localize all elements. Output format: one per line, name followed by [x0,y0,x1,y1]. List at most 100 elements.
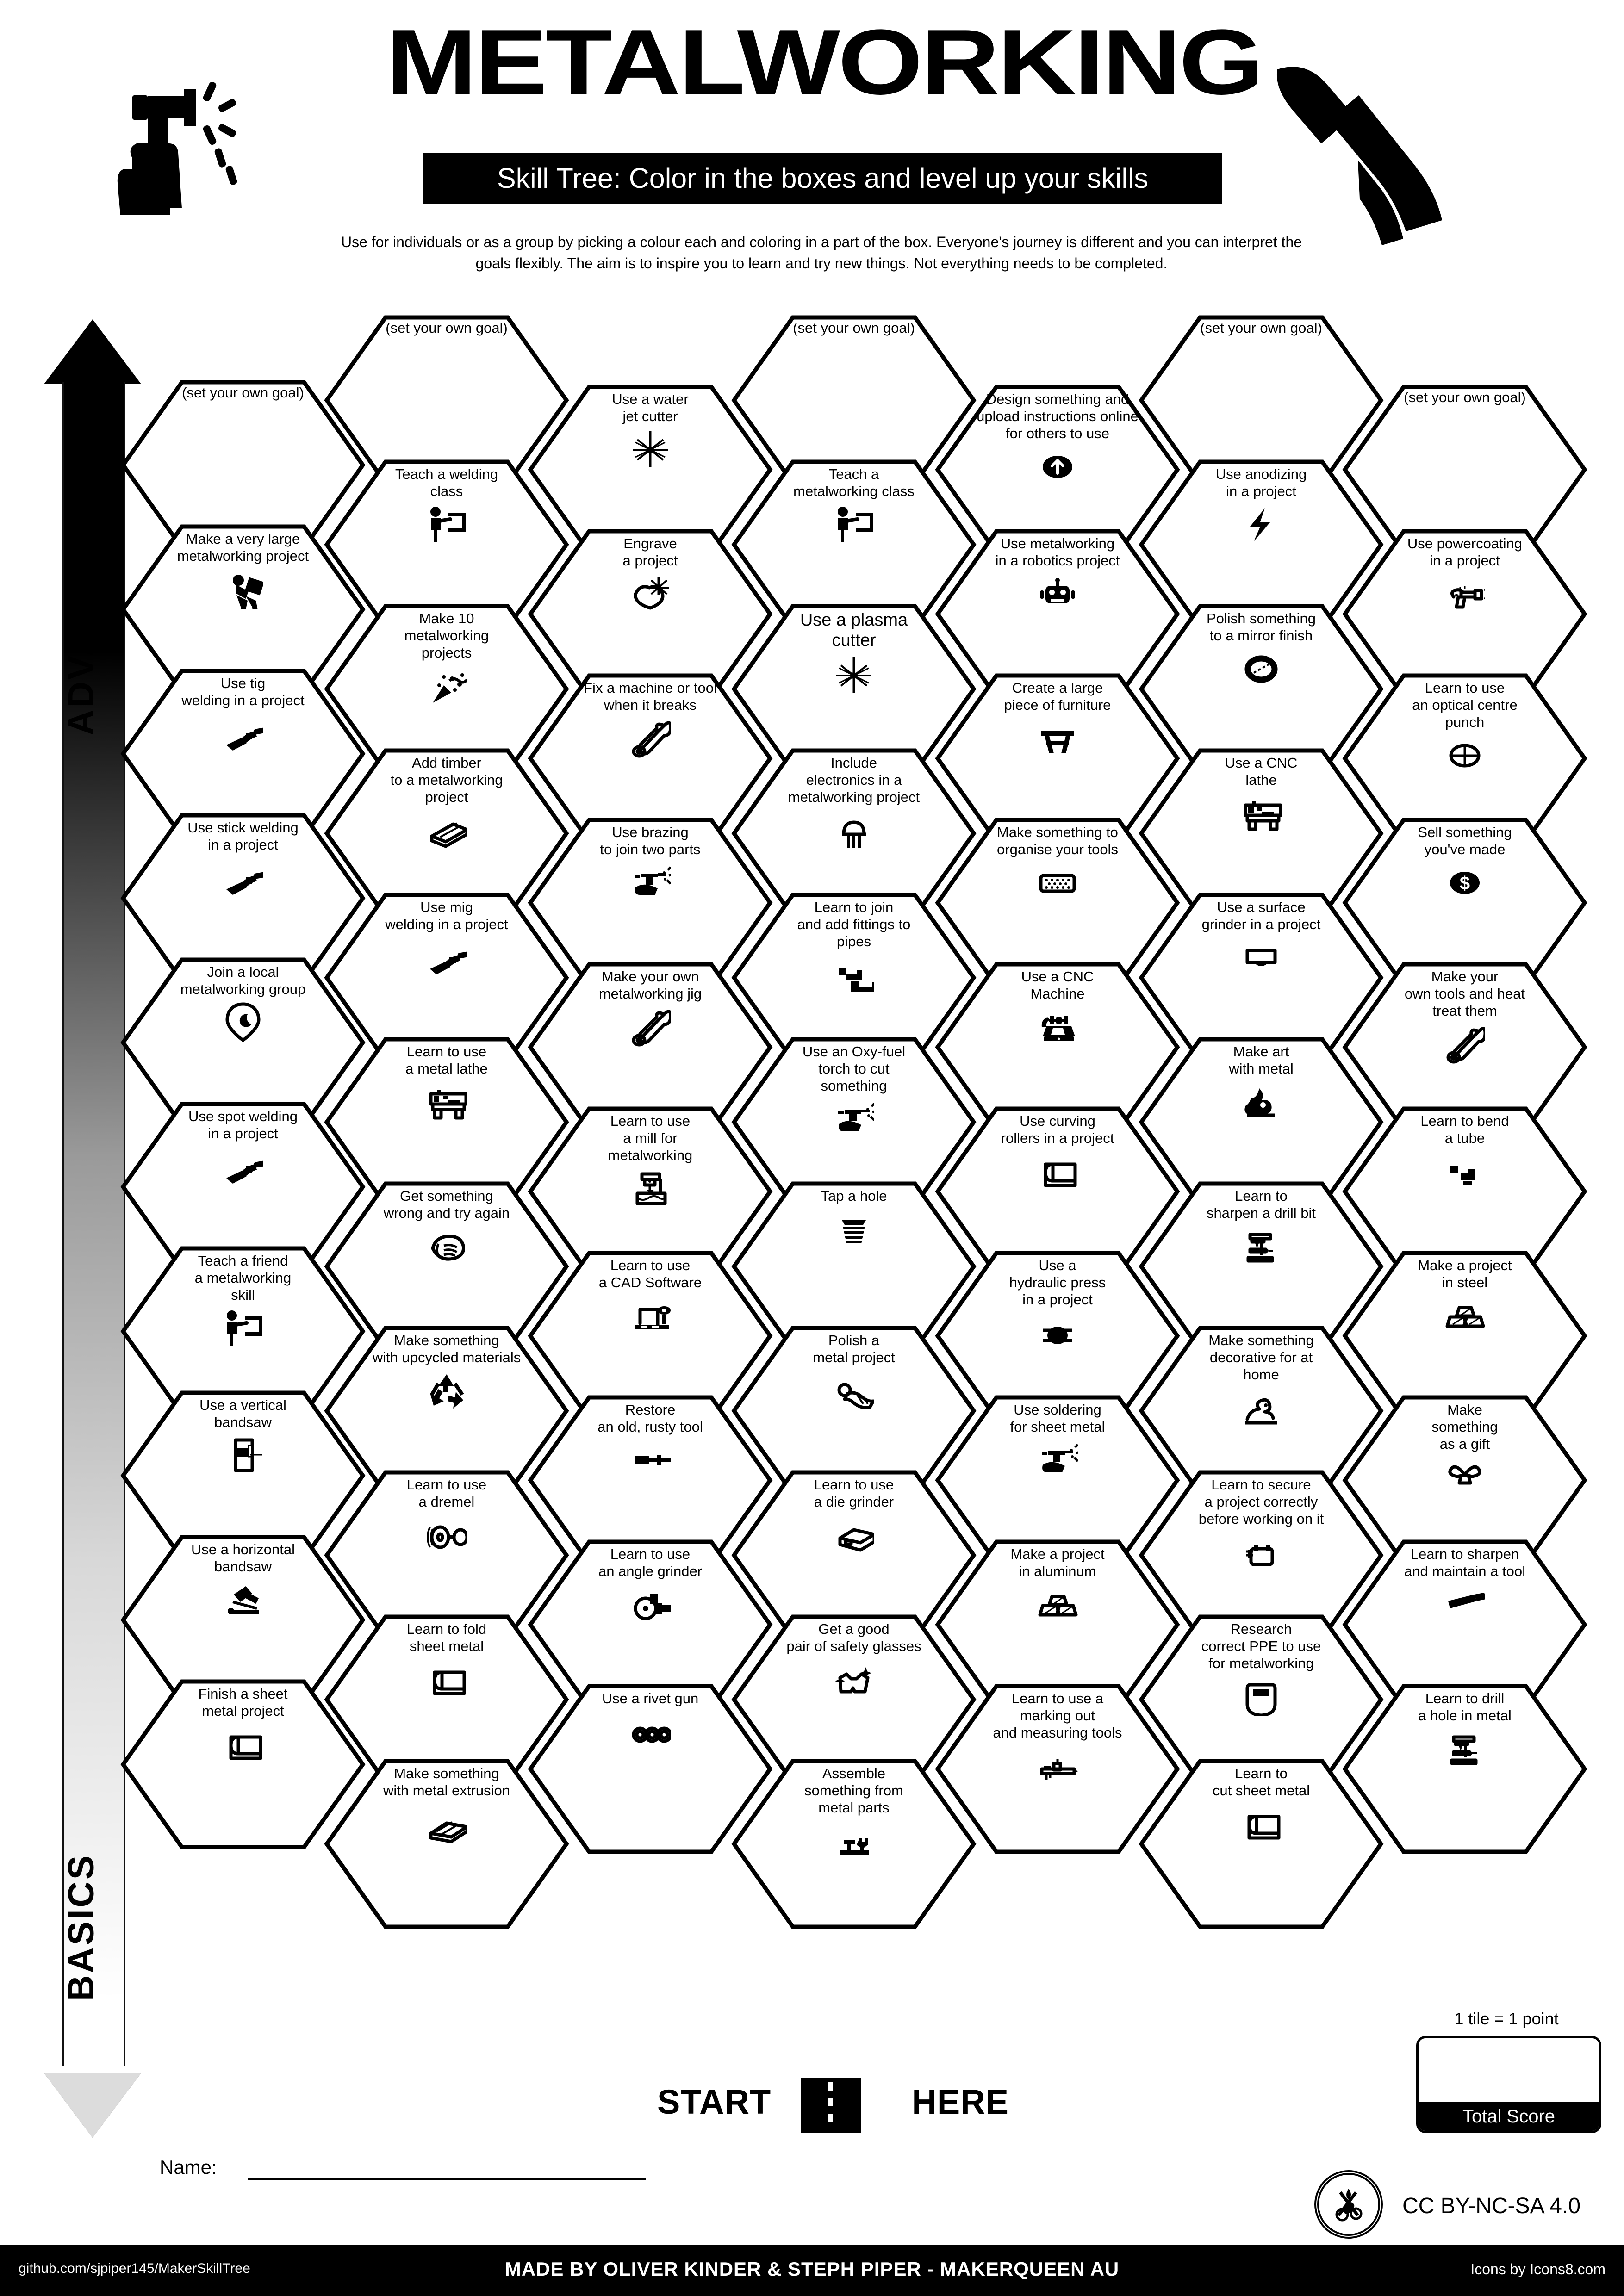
total-score-widget[interactable]: 1 tile = 1 point Total Score [1416,2009,1601,2133]
skill-tile[interactable]: Use a hydraulic press in a project [935,1250,1180,1421]
skill-tile-label: Use an Oxy-fuel torch to cut something [802,1043,906,1094]
skill-tile[interactable]: Use tig welding in a project [120,668,366,839]
skill-tile[interactable]: Use soldering for sheet metal [935,1395,1180,1566]
spray-gun-icon [1444,573,1490,614]
screwdriver-wrench-icon [1444,1023,1487,1064]
skill-tile[interactable]: Learn to secure a project correctly befo… [1139,1470,1384,1641]
skill-tile[interactable]: Finish a sheet metal project [120,1679,366,1850]
skill-tile[interactable]: Use stick welding in a project [120,813,366,984]
skill-tile[interactable]: Use a rivet gun [528,1683,773,1855]
skill-tile-label: Use a vertical bandsaw [199,1397,286,1430]
skill-tile-label: (set your own goal) [182,385,304,401]
skill-tile[interactable]: Learn to use an optical centre punch [1342,673,1587,844]
skill-tile-label: Learn to use a die grinder [814,1477,894,1510]
drill-press-icon [1241,1225,1282,1266]
spark-burst-icon [834,654,874,695]
skill-tile[interactable]: Use anodizing in a project [1139,459,1384,630]
skill-tile-label: Use tig welding in a project [181,675,305,708]
skill-tile[interactable]: Make your own metalworking jig [528,962,773,1133]
skill-tile[interactable]: Learn to use a marking out and measuring… [935,1683,1180,1855]
skill-tile[interactable]: Use a vertical bandsaw [120,1390,366,1561]
skill-tile[interactable]: Learn to use a dremel [324,1470,569,1641]
skill-tile[interactable]: Make a project in steel [1342,1250,1587,1421]
start-word: START [657,2083,772,2121]
skill-tile[interactable]: Make something as a gift [1342,1395,1587,1566]
skill-tile[interactable]: Assemble something from metal parts [731,1758,977,1930]
skill-tile-label: Learn to sharpen a drill bit [1206,1188,1316,1221]
skill-tile[interactable]: Get something wrong and try again [324,1181,569,1352]
skill-tile[interactable]: Use spot welding in a project [120,1101,366,1272]
polish-cloth-icon [834,1370,875,1410]
maker-tools-badge-icon [1314,2170,1383,2239]
extrusion-profile-icon [426,1803,469,1843]
score-box[interactable]: Total Score [1416,2036,1601,2133]
die-block-icon [834,1514,876,1555]
skill-tile[interactable]: Polish something to a mirror finish [1139,603,1384,775]
safety-glasses-icon [834,1658,874,1699]
skill-tile[interactable]: Use curving rollers in a project [935,1106,1180,1277]
skill-tile[interactable]: (set your own goal) [731,315,977,486]
skill-tile[interactable]: Use powercoating in a project [1342,528,1587,700]
skill-tile-label: Make something decorative for at home [1208,1332,1314,1383]
skill-tile-label: Make your own tools and heat treat them [1404,968,1525,1019]
skill-tile[interactable]: Learn to sharpen and maintain a tool [1342,1539,1587,1710]
score-note: 1 tile = 1 point [1454,2009,1559,2028]
skill-tile-label: Make something with upcycled materials [372,1332,521,1365]
skill-tile-label: Use a CNC Machine [1021,968,1094,1002]
skill-tile-label: Use soldering for sheet metal [1010,1402,1105,1435]
skill-tile[interactable]: Get a good pair of safety glasses [731,1614,977,1785]
metal-lathe-icon [1241,792,1282,833]
subtitle-banner: Skill Tree: Color in the boxes and level… [423,153,1222,204]
name-field[interactable]: Name: [160,2156,715,2184]
skill-tile-label: Assemble something from metal parts [804,1765,903,1816]
intro-paragraph: Use for individuals or as a group by pic… [341,234,1302,272]
footer-icons-credit[interactable]: Icons by Icons8.com [1470,2261,1605,2277]
skill-tile[interactable]: Learn to use a CAD Software [528,1250,773,1421]
road-icon [801,2078,861,2133]
skill-tile-label: Design something and upload instructions… [977,391,1139,441]
footer-repo-link[interactable]: github.com/sjpiper145/MakerSkillTree [19,2261,250,2276]
arrow-shaft [62,382,125,2066]
skill-tile[interactable]: Restore an old, rusty tool [528,1395,773,1566]
skill-tile[interactable]: Make something to organise your tools [935,817,1180,988]
skill-tile[interactable]: Teach a welding class [324,459,569,630]
skill-tile[interactable]: Use brazing to join two parts [528,817,773,988]
skill-tile-label: Learn to cut sheet metal [1212,1765,1310,1799]
name-write-line[interactable] [248,2178,646,2180]
torch-hand-icon [630,862,674,902]
robot-icon [1037,573,1078,614]
hand-gesture-icon [426,1225,467,1266]
skill-tile[interactable]: Learn to use a mill for metalworking [528,1106,773,1277]
metal-lathe-icon [426,1081,468,1122]
carry-heavy-load-icon [223,568,264,615]
skill-tile-label: Restore an old, rusty tool [597,1402,703,1435]
skill-tile-label: Polish a metal project [813,1332,895,1365]
skill-tile[interactable]: Make something with upcycled materials [324,1325,569,1496]
skill-tile[interactable]: Use a surface grinder in a project [1139,892,1384,1063]
skill-tile[interactable]: Make a very large metalworking project [120,524,366,695]
welding-torch-icon [223,713,266,753]
clamp-icon [1241,1531,1282,1572]
skill-tile-label: Use stick welding in a project [187,819,299,853]
skill-tile[interactable]: Learn to drill a hole in metal [1342,1683,1587,1855]
skill-tile[interactable]: Make a project in aluminum [935,1539,1180,1710]
skill-tile-label: (set your own goal) [1404,389,1526,405]
skill-tile-label: Learn to drill a hole in metal [1418,1690,1512,1724]
skill-tile-label: Make a project in aluminum [1010,1546,1105,1579]
page-title: METALWORKING [386,11,1264,114]
skill-tile-label: Learn to use a CAD Software [598,1257,702,1291]
skill-tile-label: Teach a metalworking class [793,466,915,499]
skill-tile[interactable]: Learn to bend a tube [1342,1106,1587,1277]
skill-tile[interactable]: Learn to use an angle grinder [528,1539,773,1710]
skill-tile[interactable]: Include electronics in a metalworking pr… [731,748,977,919]
recycle-icon [426,1370,467,1410]
skill-tile[interactable]: Learn to use a metal lathe [324,1036,569,1208]
skill-tile-label: Use metalworking in a robotics project [995,535,1120,569]
skill-tile[interactable]: Use a plasma cutter [731,603,977,775]
skill-tile[interactable]: Make your own tools and heat treat them [1342,962,1587,1133]
skill-tile-label: Use a CNC lathe [1225,755,1298,788]
skill-tile-label: Use mig welding in a project [385,899,508,932]
skill-tile[interactable]: Make 10 metalworking projects [324,603,569,775]
skill-tile[interactable]: Learn to cut sheet metal [1139,1758,1384,1930]
skill-tile[interactable]: Make something with metal extrusion [324,1758,569,1930]
